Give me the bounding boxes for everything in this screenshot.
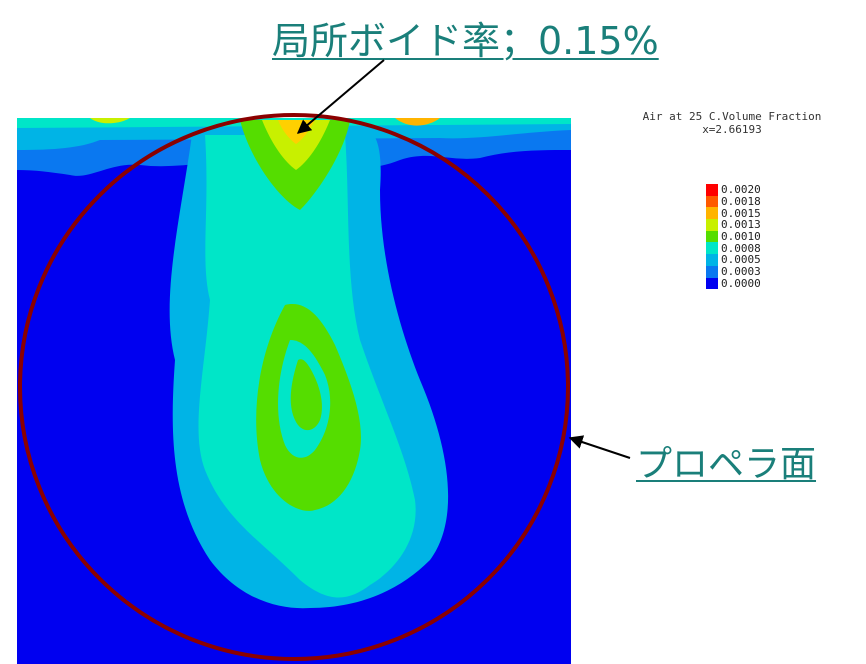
legend-label: 0.0020: [721, 183, 761, 197]
legend-entry: 0.0008: [706, 241, 761, 255]
legend-swatch: [706, 230, 718, 243]
legend-entry: 0.0015: [706, 206, 761, 220]
legend-title-line1: Air at 25 C.Volume Fraction: [642, 110, 822, 123]
local-void-fraction-annotation: 局所ボイド率；0.15%: [272, 19, 659, 63]
legend-label: 0.0005: [721, 253, 761, 267]
legend-swatch: [706, 195, 718, 208]
legend-label: 0.0008: [721, 241, 761, 255]
legend-swatch: [706, 254, 718, 266]
legend-swatch: [706, 242, 718, 255]
legend-label: 0.0013: [721, 218, 761, 232]
contour-hotspot-left: [90, 118, 130, 124]
contour-field: [17, 118, 571, 664]
contour-peak-mid: [262, 120, 330, 170]
legend-entry: 0.0018: [706, 195, 761, 209]
legend-label: 0.0003: [721, 265, 761, 279]
void-annotation-arrow: [296, 59, 385, 134]
propeller-circle: [18, 113, 570, 661]
legend-entry: 0.0005: [706, 254, 761, 266]
legend-swatch: [706, 219, 718, 231]
legend-title: Air at 25 C.Volume Fraction x=2.66193: [598, 110, 866, 136]
colorbar-legend: 0.0020 0.0018 0.0015 0.0013 0.0010 0.0008 0.00…: [706, 184, 761, 290]
legend-swatch: [706, 265, 718, 278]
contour-plume-core-inner: [290, 359, 322, 431]
legend-entry: 0.0010: [706, 230, 761, 244]
propeller-annotation-arrow: [568, 435, 631, 459]
legend-title-line2: x=2.66193: [702, 123, 762, 136]
legend-entry: 0.0000: [706, 276, 761, 290]
legend-swatch: [706, 184, 718, 196]
legend-entry: 0.0013: [706, 219, 761, 231]
legend-entry: 0.0003: [706, 265, 761, 279]
legend-label: 0.0015: [721, 206, 761, 220]
legend-label: 0.0010: [721, 230, 761, 244]
legend-label: 0.0018: [721, 195, 761, 209]
contour-hotspot-right: [395, 118, 440, 126]
legend-label: 0.0000: [721, 276, 761, 290]
propeller-plane-annotation: プロペラ面: [636, 444, 817, 485]
legend-swatch: [706, 207, 718, 220]
legend-swatch: [706, 277, 718, 290]
legend-entry: 0.0020: [706, 184, 761, 196]
